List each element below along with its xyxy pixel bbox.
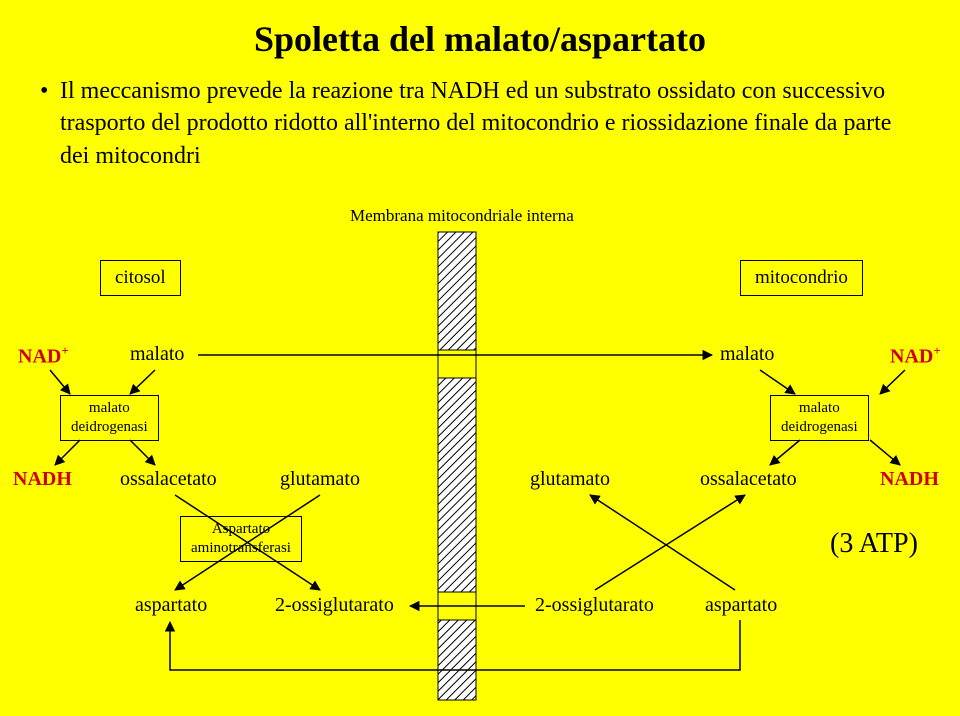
box-malato-deh-left: malatodeidrogenasi (60, 395, 159, 441)
malato-deh-r-1: malatodeidrogenasi (781, 400, 858, 435)
malato-deh-l-1: malatodeidrogenasi (71, 400, 148, 435)
box-aspartato-aminotransferasi: Aspartatoaminotransferasi (180, 516, 302, 562)
arrow-oxa-r-out (770, 440, 800, 465)
label-2ossiglutarato-right: 2-ossiglutarato (535, 594, 654, 617)
label-glutamato-right: glutamato (530, 468, 610, 491)
arrow-aspartato-loop (170, 620, 740, 670)
nad-plus-l-sup: + (61, 343, 68, 358)
arrow-oxoglut-to-oxa-r (595, 495, 745, 590)
arrow-asp-to-glut-r (590, 495, 735, 590)
label-malato-left: malato (130, 343, 184, 366)
box-citosol: citosol (100, 260, 181, 296)
arrow-malato-r-in (760, 370, 795, 394)
arrow-nadh-r (870, 440, 900, 465)
nad-plus-r-sup: + (933, 343, 940, 358)
nad-plus-l-base: NAD (18, 346, 61, 368)
membrane-label: Membrana mitocondriale interna (350, 206, 574, 226)
arrow-oxa-l-out (130, 440, 155, 465)
label-malato-right: malato (720, 343, 774, 366)
label-nadh-right: NADH (880, 468, 939, 491)
label-atp: (3 ATP) (830, 528, 918, 560)
label-glutamato-left: glutamato (280, 468, 360, 491)
asp-at: Aspartatoaminotransferasi (191, 521, 291, 556)
label-nadh-left: NADH (13, 468, 72, 491)
box-malato-deh-right: malatodeidrogenasi (770, 395, 869, 441)
arrow-nadplus-l (50, 370, 70, 394)
arrow-nadh-l (55, 440, 80, 465)
label-nad-plus-left: NAD+ (18, 343, 69, 369)
box-mitocondrio: mitocondrio (740, 260, 863, 296)
label-2ossiglutarato-left: 2-ossiglutarato (275, 594, 394, 617)
nad-plus-r-base: NAD (890, 346, 933, 368)
page-title: Spoletta del malato/aspartato (0, 18, 960, 60)
description-bullet: Il meccanismo prevede la reazione tra NA… (60, 75, 900, 172)
arrow-malato-l-in (130, 370, 155, 394)
arrow-nadplus-r (880, 370, 905, 394)
label-aspartato-left: aspartato (135, 594, 207, 617)
label-ossalacetato-right: ossalacetato (700, 468, 797, 491)
membrane (438, 232, 476, 700)
label-aspartato-right: aspartato (705, 594, 777, 617)
label-nad-plus-right: NAD+ (890, 343, 941, 369)
label-ossalacetato-left: ossalacetato (120, 468, 217, 491)
